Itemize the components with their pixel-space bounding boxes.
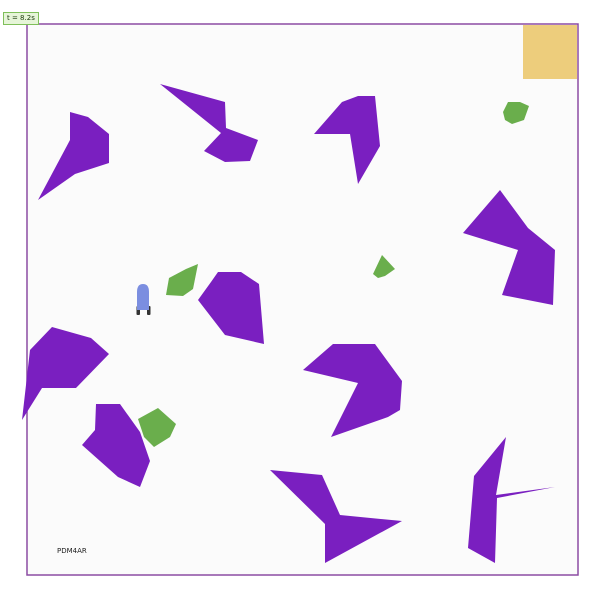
obstacle [270,470,402,563]
collectibles-layer [138,102,529,447]
obstacle [314,96,380,184]
obstacle [198,272,264,344]
arena-boundary [26,23,579,576]
obstacle [160,84,258,162]
watermark-label: PDM4AR [57,547,87,555]
collectible [166,264,198,296]
obstacles-layer [22,84,555,563]
collectible [373,255,395,278]
robot-body [137,284,149,310]
robot-vehicle [136,284,151,315]
time-display: t = 8.2s [3,12,39,25]
obstacle [22,327,109,420]
collectible [138,408,176,447]
goal-region [523,25,577,79]
obstacle [303,344,402,437]
collectible [503,102,529,124]
obstacle [38,112,109,200]
obstacle [82,404,150,487]
obstacle [463,190,555,305]
obstacle [468,437,555,563]
